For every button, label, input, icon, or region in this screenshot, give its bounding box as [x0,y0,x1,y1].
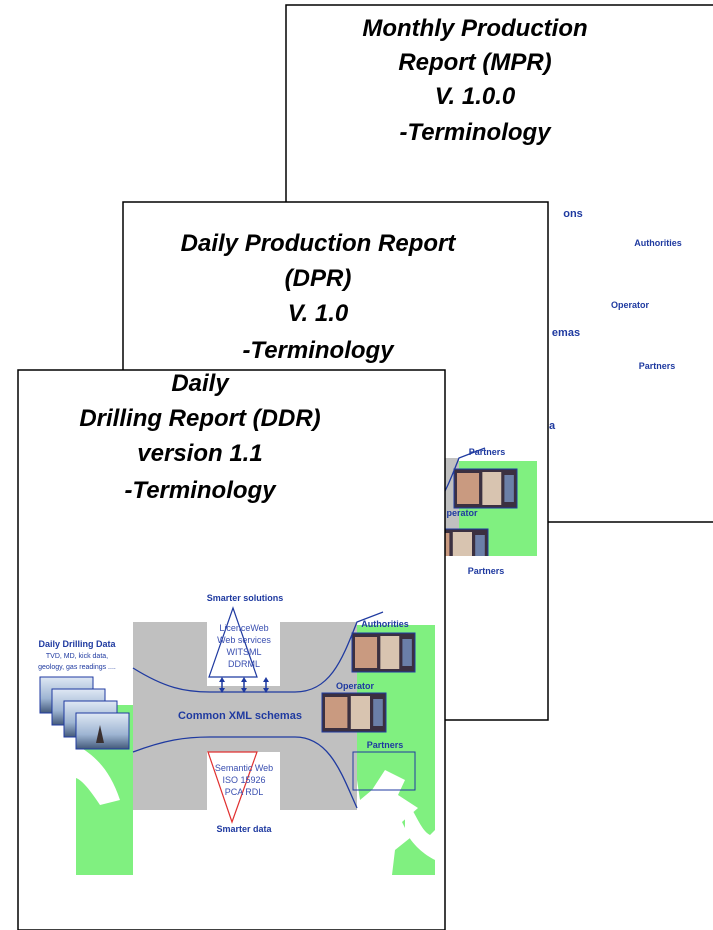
photo-detail [325,697,347,728]
label: Operator [336,681,375,691]
photo-detail [351,696,370,729]
title-line: V. 1.0 [288,300,349,327]
title-line: Report (MPR) [398,49,551,76]
photo-detail [355,637,377,668]
title-line: version 1.1 [137,440,262,467]
label: Common XML schemas [178,710,302,722]
label: LicenceWeb [219,623,268,633]
label: TVD, MD, kick data, [46,653,108,660]
label: Semantic Web [215,763,273,773]
label: Web services [217,635,271,645]
label: a [549,420,556,432]
title-line: Daily Production Report [181,230,457,257]
ddr-page: Daily Drilling Report (DDR) version 1.1 … [18,370,445,930]
label: WITSML [227,647,262,657]
thumbnail [76,713,129,749]
title-line: (DPR) [285,265,352,292]
photo-detail [457,473,479,504]
title-line: -Terminology [124,477,277,504]
report-stack: Monthly Production Report (MPR) V. 1.0.0… [0,0,713,930]
label: Daily Drilling Data [38,639,116,649]
label: geology, gas readings .... [38,664,116,671]
label: emas [552,327,580,339]
photo-detail [482,472,501,505]
label: ISO 15926 [222,775,265,785]
label: Partners [639,361,676,371]
label: ons [563,208,583,220]
label: perator [446,508,478,518]
label: PCA RDL [225,787,264,797]
label: Authorities [361,619,409,629]
label: Smarter solutions [207,593,284,603]
title-line: Drilling Report (DDR) [79,405,320,432]
title-line: -Terminology [399,119,552,146]
label: DDRML [228,659,260,669]
label: Partners [469,447,506,457]
title-line: Daily [171,370,230,397]
photo-detail [380,636,399,669]
photo-detail [402,639,411,666]
label: Partners [468,566,505,576]
title-line: -Terminology [242,337,395,364]
photo-detail [504,475,513,502]
label: Operator [611,300,650,310]
title-line: Monthly Production [362,15,587,42]
photo-detail [373,699,383,726]
label: Authorities [634,238,682,248]
label: Smarter data [216,824,272,834]
title-line: V. 1.0.0 [435,83,516,110]
label: Partners [367,740,404,750]
